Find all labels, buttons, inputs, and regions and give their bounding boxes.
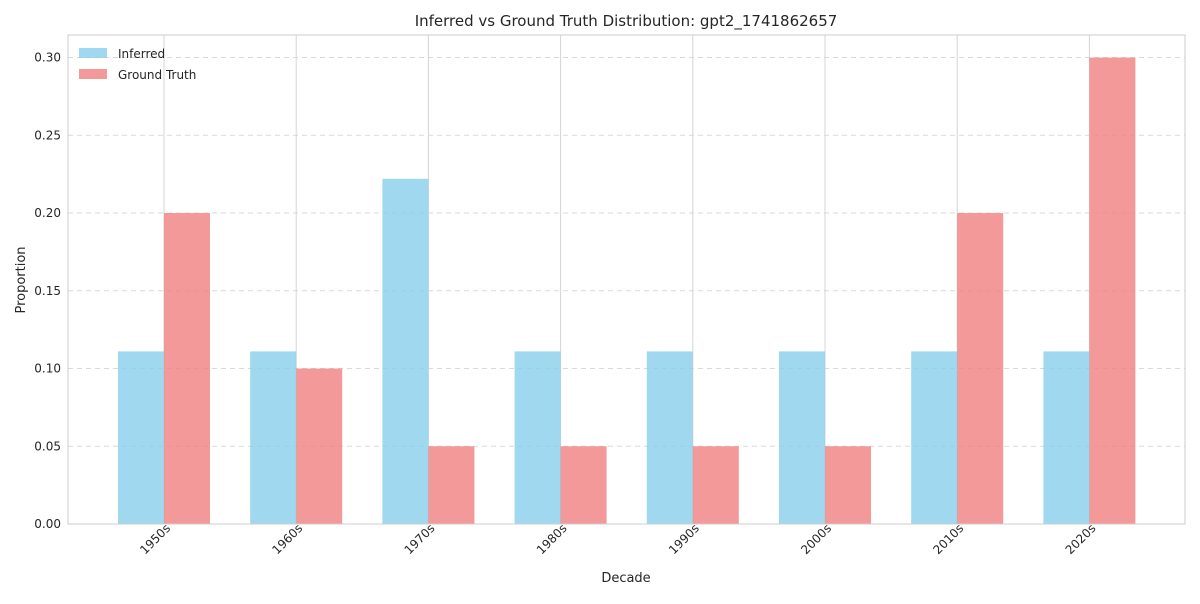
- bar-ground-truth-1980s: [560, 446, 607, 524]
- y-tick-label: 0.05: [34, 439, 61, 453]
- legend-label-ground-truth: Ground Truth: [118, 68, 196, 82]
- bar-inferred-2010s: [911, 351, 958, 524]
- bar-ground-truth-1960s: [296, 368, 343, 524]
- y-tick-label: 0.15: [34, 284, 61, 298]
- bar-inferred-2000s: [779, 351, 825, 524]
- x-tick-label: 1980s: [534, 521, 570, 557]
- x-tick-label: 2000s: [798, 521, 834, 557]
- grid-layer: [68, 35, 1185, 524]
- legend: Inferred Ground Truth: [79, 47, 196, 82]
- bar-ground-truth-2000s: [825, 446, 871, 524]
- y-tick-label: 0.10: [34, 362, 61, 376]
- bar-inferred-1950s: [118, 351, 164, 524]
- bar-ground-truth-1990s: [692, 446, 739, 524]
- bar-inferred-1990s: [646, 351, 693, 524]
- bar-ground-truth-1950s: [164, 213, 210, 524]
- bar-ground-truth-1970s: [428, 446, 475, 524]
- x-tick-labels: 1950s 1960s 1970s 1980s 1990s 2000s 2010s 2020s: [137, 521, 1098, 557]
- x-axis-label: Decade: [601, 571, 650, 586]
- y-tick-label: 0.20: [34, 206, 61, 220]
- x-tick-label: 1960s: [269, 521, 305, 557]
- y-tick-label: 0.25: [34, 128, 61, 142]
- bars-layer: [118, 57, 1136, 524]
- y-tick-labels: 0.00 0.05 0.10 0.15 0.20 0.25 0.30: [34, 51, 61, 531]
- legend-label-inferred: Inferred: [118, 47, 165, 61]
- x-tick-label: 1990s: [666, 521, 702, 557]
- x-tick-label: 2020s: [1063, 521, 1099, 557]
- legend-swatch-inferred: [79, 48, 107, 58]
- y-tick-label: 0.00: [34, 517, 61, 531]
- x-tick-label: 2010s: [930, 521, 966, 557]
- bar-inferred-2020s: [1043, 351, 1090, 524]
- bar-inferred-1960s: [250, 351, 297, 524]
- y-tick-label: 0.30: [34, 51, 61, 65]
- legend-swatch-ground-truth: [79, 69, 107, 79]
- bar-inferred-1980s: [514, 351, 561, 524]
- plot-frame: [67, 34, 1186, 525]
- x-tick-label: 1970s: [402, 521, 438, 557]
- x-tick-label: 1950s: [137, 521, 173, 557]
- bar-inferred-1970s: [382, 178, 429, 524]
- bar-ground-truth-2020s: [1089, 57, 1136, 524]
- y-axis-label: Proportion: [14, 246, 29, 313]
- chart-title: Inferred vs Ground Truth Distribution: g…: [415, 12, 838, 31]
- bar-ground-truth-2010s: [957, 213, 1004, 524]
